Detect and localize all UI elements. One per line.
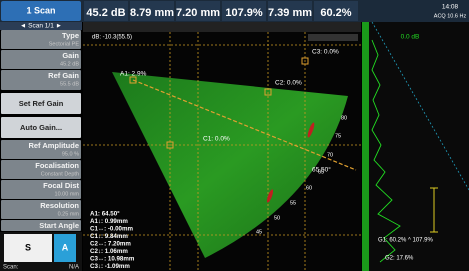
s-view-label: S: [25, 242, 31, 252]
screen: 1 Scan ◄ Scan 1/1 ► 45.2 dB 8.79 mm7.20 mm 1…: [0, 0, 469, 271]
readout: C2↓: 1.06mm: [90, 248, 128, 255]
angle-tick: 60: [306, 185, 312, 191]
angle-tick: 65: [318, 169, 324, 175]
reading: 45.2 dB: [86, 7, 125, 19]
a-view-label: A: [62, 242, 69, 252]
cursor-label: C1: 0.0%: [203, 136, 230, 143]
ruler: [83, 22, 361, 32]
menu-value: 45.2 dB: [60, 61, 79, 67]
page: {"header": {"scan_button": "1 Scan", "sc…: [0, 0, 469, 271]
a-scan-view: [362, 22, 469, 271]
status-box: [308, 34, 358, 41]
menu-label: Auto Gain...: [20, 123, 62, 132]
menu-value: 95.0 %: [62, 151, 79, 157]
reading: 107.9%: [225, 7, 263, 19]
angle-tick: 70: [327, 152, 333, 158]
readout: C3↔: 10.98mm: [90, 256, 135, 263]
menu-value: Constant Depth: [41, 171, 79, 177]
cursor-label: C3: 0.0%: [312, 49, 339, 56]
menu-label: Type: [62, 31, 79, 40]
menu-label: Resolution: [40, 201, 79, 210]
angle-tick: 50: [274, 215, 280, 221]
acq-rate: ACQ 10.6 Hz: [434, 13, 467, 19]
a-scan-gain: 0.0 dB: [401, 34, 420, 41]
readout: C1↓: 9.84mm: [90, 233, 128, 240]
gate-g1-label: G1: 60.2% ^ 107.9%: [378, 238, 434, 244]
menu-label: Focalisation: [35, 161, 79, 170]
clock: 14:08: [442, 4, 459, 11]
menu-label: Gain: [62, 51, 79, 60]
readout: C3↓: -1.09mm: [90, 263, 130, 270]
menu-label: Focal Dist: [43, 181, 79, 190]
reading: 7.39 mm: [268, 7, 312, 19]
reading: 60.2%: [320, 7, 351, 19]
menu-label: Ref Amplitude: [28, 141, 79, 150]
cursor-label: C2: 0.0%: [275, 80, 302, 87]
menu-value: 55.5 dB: [60, 81, 79, 87]
scan-label: Scan:: [3, 265, 19, 271]
gate-g2-label: G2: 17.6%: [385, 256, 414, 262]
menu-value: 10.00 mm: [55, 191, 80, 197]
scan-value: N/A: [69, 265, 79, 271]
readout: C2↔: 7.20mm: [90, 241, 131, 248]
scan-button-label: 1 Scan: [26, 5, 55, 15]
cursor-label: A1: 2.9%: [120, 71, 147, 78]
menu-value: 0.25 mm: [58, 211, 80, 217]
menu-label: Ref Gain: [48, 71, 79, 80]
angle-tick: 55: [290, 200, 296, 206]
angle-tick: 45: [256, 229, 262, 235]
readout: A1↓: 0.99mm: [90, 218, 128, 225]
sector-gain: dB: -10.3(55.5): [92, 35, 132, 41]
angle-tick: 80: [341, 115, 347, 121]
angle-tick: 75: [335, 133, 341, 139]
menu-label: Start Angle: [39, 221, 79, 230]
reading: 7.20 mm: [176, 7, 220, 19]
amplitude-bar: [362, 22, 369, 271]
menu-label: Set Ref Gain: [19, 99, 64, 108]
reading: 8.79 mm: [130, 7, 174, 19]
readout: A1: 64.50°: [90, 211, 120, 218]
readout: C1↔: -0.00mm: [90, 226, 133, 233]
scan-nav: ◄ Scan 1/1 ►: [20, 23, 62, 30]
menu-value: Sectorial PE: [49, 41, 80, 47]
